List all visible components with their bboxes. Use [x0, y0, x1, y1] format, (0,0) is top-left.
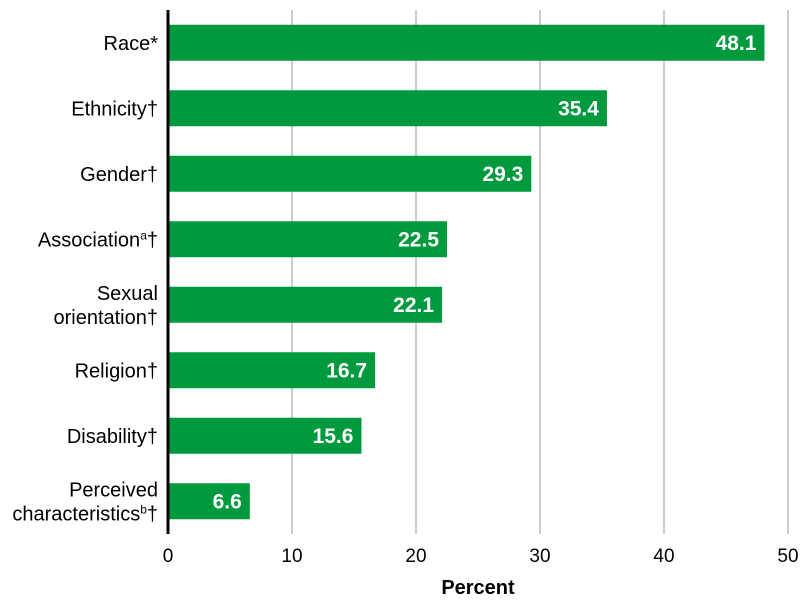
category-label: Ethnicity†: [71, 98, 158, 120]
x-tick-label: 50: [777, 546, 798, 567]
category-label: Religion†: [75, 360, 158, 382]
category-label: Disability†: [67, 426, 158, 448]
bar-value-label: 29.3: [482, 163, 523, 186]
bar: [168, 221, 447, 258]
category-label: Race*: [104, 33, 159, 55]
x-axis-title: Percent: [441, 577, 515, 599]
gridlines: [291, 10, 789, 534]
x-tick-label: 40: [653, 546, 674, 567]
bar-value-label: 22.1: [393, 294, 434, 317]
bar: [168, 352, 376, 389]
x-tick-label: 20: [405, 546, 426, 567]
bar-value-label: 16.7: [326, 359, 367, 382]
bar: [168, 286, 443, 323]
bar: [168, 90, 607, 127]
category-label: Sexual orientation†: [53, 283, 158, 329]
category-label: Associationa†: [38, 228, 158, 251]
bar-value-label: 48.1: [716, 32, 757, 55]
bar: [168, 417, 362, 454]
x-tick-label: 0: [163, 546, 174, 567]
category-labels: Race* Ethnicity† Gender† Associationa† Sexua…: [12, 33, 158, 526]
bar: [168, 155, 532, 192]
bars: 48.1 35.4 29.3 22.5 22.1 16.7 15.6 6.6: [168, 24, 765, 520]
category-label: Perceived characteristicsb†: [12, 479, 158, 525]
bar-value-label: 6.6: [213, 490, 242, 513]
x-tick-label: 30: [529, 546, 550, 567]
bar: [168, 24, 765, 61]
x-tick-labels: 0 10 20 30 40 50: [163, 546, 799, 567]
bar-value-label: 35.4: [558, 97, 599, 120]
x-tick-label: 10: [281, 546, 302, 567]
category-label: Gender†: [80, 164, 158, 186]
bar-value-label: 22.5: [398, 228, 439, 251]
bar-value-label: 15.6: [313, 425, 354, 448]
bar: [168, 483, 250, 520]
